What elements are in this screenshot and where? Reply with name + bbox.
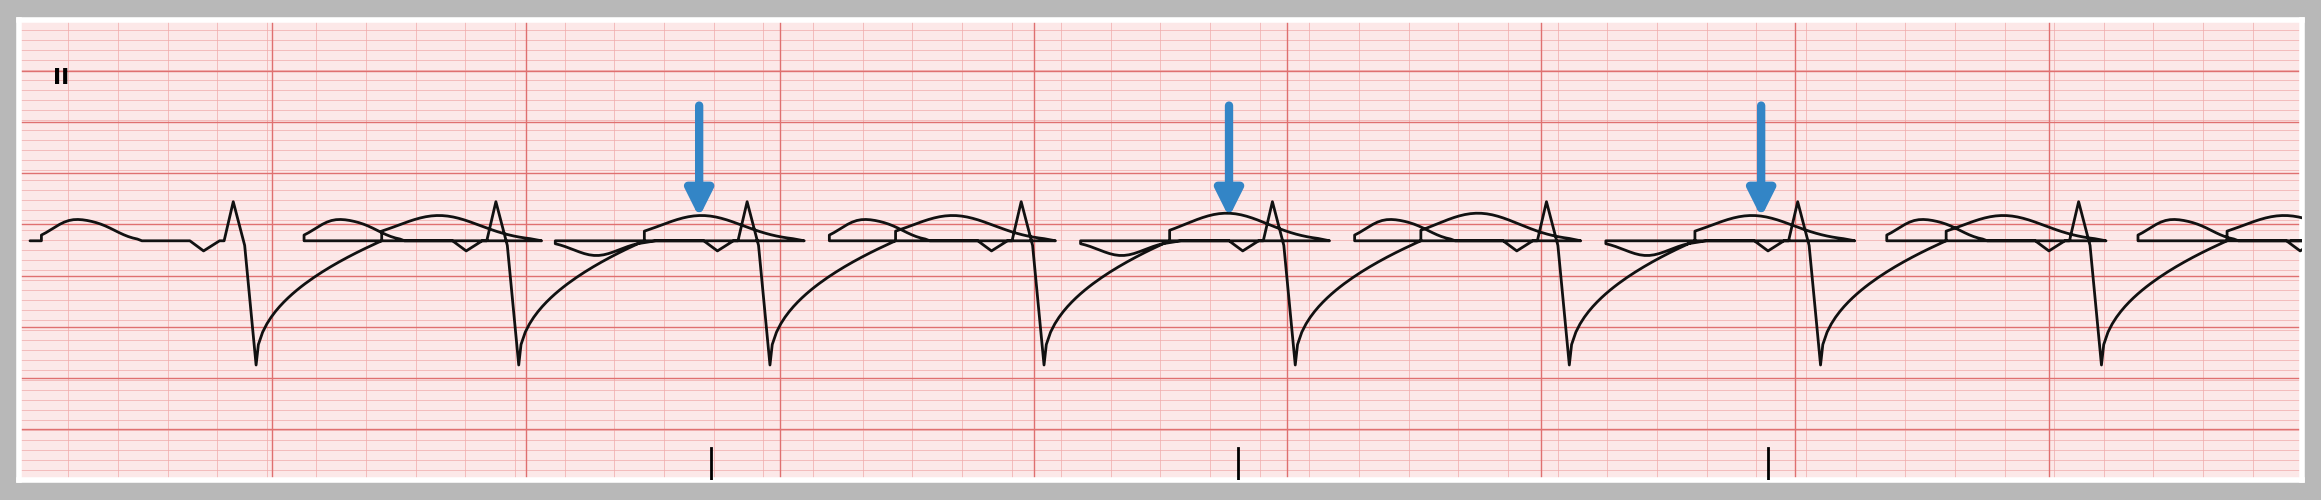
Text: II: II — [53, 68, 70, 88]
